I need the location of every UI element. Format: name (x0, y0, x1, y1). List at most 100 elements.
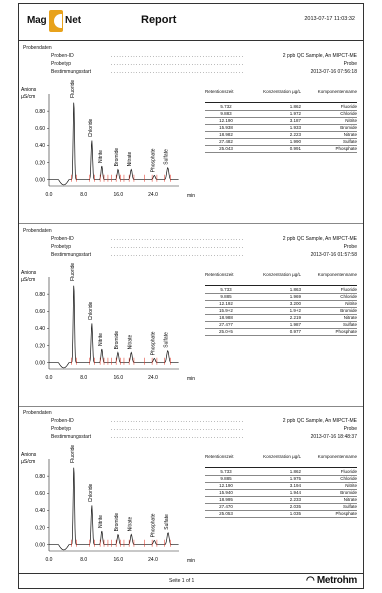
x-tick-label: 0.0 (46, 557, 53, 563)
table-cell: Bromide (340, 125, 357, 130)
x-tick-label: 8.0 (80, 192, 87, 198)
table-cell: Nitrate (343, 497, 357, 502)
peak-label: Sulfate (164, 514, 170, 530)
table-cell: 27.4?7 (219, 322, 233, 327)
chromatogram-trace (49, 102, 179, 186)
x-tick-label: 24.0 (148, 192, 158, 198)
table-cell: Nitrate (343, 132, 357, 137)
logo-left-text: Mag (27, 15, 47, 26)
metrohm-swoosh-icon: ◠ (305, 575, 315, 586)
peak-label: Fluoride (70, 263, 76, 281)
table-cell: 9.885 (220, 476, 232, 481)
table-cell: 1.972 (289, 111, 301, 116)
table-cell: Nitrite (345, 483, 357, 488)
leader-dots: . . . . . . . . . . . . . . . . . . . . … (111, 53, 243, 59)
column-header: Retentionszeit (205, 454, 234, 459)
table-row: 12.190 3.194 Nitrite (205, 482, 357, 490)
column-header: Komponentenname (317, 272, 357, 277)
y-axis-label: µS/cm (21, 277, 35, 283)
table-cell: 0.991 (289, 146, 301, 151)
y-tick-label: 0.20 (35, 343, 45, 349)
table-cell: Nitrite (345, 118, 357, 123)
table-cell: 9.885 (220, 294, 232, 299)
report-header: Mag Net Report 2013-07-17 11:03:32 (19, 4, 363, 41)
leader-dots: . . . . . . . . . . . . . . . . . . . . … (111, 69, 243, 75)
table-cell: 1.9+2 (289, 308, 301, 313)
field-label: Probetyp (51, 244, 72, 250)
x-tick-label: 16.0 (113, 192, 123, 198)
table-row: 27.470 2.035 Sulfate (205, 503, 357, 511)
y-tick-label: 0.00 (35, 361, 45, 367)
table-row: 27.4?7 1.987 Sulfate (205, 321, 357, 329)
table-row: 9.885 1.975 Chloride (205, 475, 357, 483)
field-value: 2 ppb QC Sample, An MIPCT-ME (282, 53, 357, 59)
table-cell: 1.863 (289, 287, 301, 292)
y-tick-label: 0.00 (35, 178, 45, 184)
logo-ic-cutout (54, 14, 62, 28)
leader-dots: . . . . . . . . . . . . . . . . . . . . … (111, 434, 243, 440)
peak-label: Sulfate (164, 332, 170, 348)
results-table: Retentionszeit Konzentration µg/L Komponen… (205, 88, 357, 168)
table-cell: 25.043 (219, 146, 233, 151)
table-cell: 27.470 (219, 504, 233, 509)
table-cell: 2.035 (289, 504, 301, 509)
leader-dots: . . . . . . . . . . . . . . . . . . . . … (111, 418, 243, 424)
table-cell: 5.733 (220, 469, 232, 474)
peak-label: Phosphate (150, 513, 156, 537)
field-label: Probetyp (51, 426, 72, 432)
x-tick-label: 0.0 (46, 375, 53, 381)
field-value: 2 ppb QC Sample, An MIPCT-ME (282, 236, 357, 242)
chromatogram-trace (49, 467, 179, 551)
sample-section: Probendaten Proben-ID . . . . . . . . . . … (19, 407, 363, 588)
table-row: 12.192 3.200 Nitrite (205, 300, 357, 308)
peak-label: Fluoride (70, 445, 76, 463)
leader-dots: . . . . . . . . . . . . . . . . . . . . … (111, 252, 243, 258)
logo-right-text: Net (65, 15, 82, 26)
peak-label: Bromide (114, 513, 120, 532)
x-tick-label: 8.0 (80, 375, 87, 381)
table-cell: Phosphate (335, 511, 357, 516)
peak-label: Nitrite (98, 515, 104, 528)
column-header: Konzentration µg/L (263, 272, 301, 277)
table-row: 25.0+5 0.977 Phosphate (205, 328, 357, 336)
table-cell: 1.987 (289, 322, 301, 327)
peak-label: Sulfate (164, 149, 170, 165)
table-row: 12.190 3.187 Nitrite (205, 117, 357, 125)
table-row: 27.482 1.990 Sulfate (205, 138, 357, 146)
peak-label: Fluoride (70, 80, 76, 98)
table-cell: 0.977 (289, 329, 301, 334)
field-value: Probe (343, 244, 357, 250)
table-cell: 9.883 (220, 111, 232, 116)
table-cell: Sulfate (342, 139, 357, 144)
field-label: Proben-ID (51, 53, 74, 59)
x-tick-label: 8.0 (80, 557, 87, 563)
magicnet-logo: Mag Net (27, 10, 85, 32)
x-tick-label: 24.0 (148, 375, 158, 381)
table-header: Retentionszeit Konzentration µg/L Komponen… (205, 271, 357, 286)
leader-dots: . . . . . . . . . . . . . . . . . . . . … (111, 61, 243, 67)
table-cell: 1.862 (289, 469, 301, 474)
table-cell: 2.219 (289, 315, 301, 320)
table-row: 15.9+2 1.9+2 Bromide (205, 307, 357, 315)
field-value: Probe (343, 61, 357, 67)
field-value: 2 ppb QC Sample, An MIPCT-ME (282, 418, 357, 424)
x-tick-label: 0.0 (46, 192, 53, 198)
section-heading: Probendaten (23, 45, 52, 51)
y-tick-label: 0.40 (35, 326, 45, 332)
field-value: 2013-07-16 01:57:58 (310, 252, 357, 258)
sample-section: Probendaten Proben-ID . . . . . . . . . . … (19, 42, 363, 224)
table-cell: Fluoride (340, 104, 357, 109)
x-axis-label: min (187, 193, 195, 199)
field-value: Probe (343, 426, 357, 432)
x-axis-label: min (187, 558, 195, 564)
column-header: Konzentration µg/L (263, 89, 301, 94)
column-header: Retentionszeit (205, 89, 234, 94)
y-tick-label: 0.80 (35, 109, 45, 115)
chromatogram-trace (49, 285, 179, 369)
peak-label: Chloride (88, 483, 94, 502)
peak-label: Nitrate (127, 151, 133, 166)
peak-label: Phosphate (150, 331, 156, 355)
table-cell: 12.190 (219, 118, 233, 123)
